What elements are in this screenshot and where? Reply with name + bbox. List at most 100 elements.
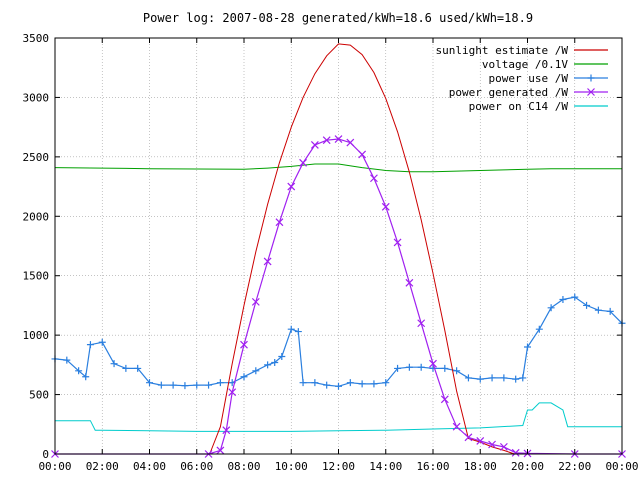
cross-marker — [464, 433, 473, 442]
x-tick-label: 18:00 — [464, 460, 497, 473]
plus-marker — [63, 356, 71, 364]
series-power-on-c14-w — [55, 402, 622, 432]
plus-marker — [205, 381, 213, 389]
plus-marker — [559, 295, 567, 303]
series-power-use-w-point — [441, 364, 449, 372]
cross-marker — [310, 141, 319, 149]
series-power-generated-w-point — [263, 257, 272, 266]
series-power-use-w-point — [134, 364, 142, 372]
plus-marker — [181, 382, 189, 390]
cross-marker — [299, 158, 307, 167]
legend-item: power on C14 /W — [469, 100, 608, 113]
y-tick-label: 2000 — [23, 210, 50, 223]
legend-label: power use /W — [489, 72, 569, 85]
series-power-generated-w-point — [476, 437, 485, 445]
legend-plus-marker — [587, 74, 595, 82]
x-tick-label: 14:00 — [369, 460, 402, 473]
series-power-use-w-point — [335, 382, 342, 390]
series-power-generated-w-point — [334, 135, 343, 143]
plus-marker — [453, 367, 461, 375]
plus-marker — [519, 374, 527, 382]
series-power-use-w-point — [193, 381, 201, 389]
cross-marker — [275, 218, 284, 227]
series-power-generated-w-point — [511, 448, 520, 457]
series-power-generated-w-point — [452, 422, 461, 431]
plus-marker — [594, 306, 602, 314]
plus-marker — [252, 367, 260, 375]
series-power-generated-w-point — [216, 446, 225, 455]
x-tick-label: 20:00 — [511, 460, 544, 473]
cross-marker — [488, 440, 496, 449]
series-power-use-w-point — [287, 325, 295, 333]
series-power-use-w-point — [86, 341, 94, 349]
cross-marker — [263, 257, 272, 266]
series-power-use-w-point — [240, 373, 248, 381]
legend-label: power generated /W — [449, 86, 569, 99]
cross-marker — [334, 135, 343, 143]
x-tick-label: 02:00 — [86, 460, 119, 473]
legend-item: voltage /0.1V — [482, 58, 608, 71]
series-power-use-w-point — [382, 379, 390, 387]
series-power-generated-w-point — [222, 426, 231, 435]
plus-marker — [394, 364, 402, 372]
series-power-use-w-point — [346, 379, 354, 387]
plus-marker — [294, 328, 302, 336]
cross-marker — [228, 388, 237, 397]
legend-item: power generated /W — [449, 86, 608, 99]
legend-cross-marker — [587, 88, 595, 96]
series-power-use-w-point — [110, 360, 118, 368]
cross-marker — [429, 359, 437, 368]
plus-marker — [311, 379, 319, 387]
axis-ticks: 00:00 02:00 04:00 06:00 08:00 10:00 12:00 14:00… — [23, 32, 639, 473]
cross-marker — [417, 319, 426, 328]
series-sunlight-estimate-w-line — [209, 43, 515, 455]
cross-marker — [346, 138, 355, 147]
series-power-use-w — [51, 293, 626, 390]
series-power-use-w-point — [311, 379, 319, 387]
cross-marker — [222, 426, 231, 435]
series-power-use-w-point — [370, 380, 378, 388]
cross-marker — [251, 297, 260, 306]
plus-marker — [476, 375, 484, 383]
series-power-generated-w-point — [251, 297, 260, 306]
series-power-use-w-point — [264, 361, 272, 369]
series-power-use-w-point — [535, 325, 543, 333]
cross-marker — [452, 422, 461, 431]
series-power-use-w-point — [252, 367, 260, 375]
series-power-generated-w-point — [310, 141, 319, 149]
series-power-generated-w-point — [358, 150, 367, 159]
plus-marker — [323, 381, 331, 389]
series-power-use-w-point — [547, 304, 555, 312]
x-tick-label: 16:00 — [416, 460, 449, 473]
legend-label: voltage /0.1V — [482, 58, 568, 71]
y-tick-label: 3000 — [23, 91, 50, 104]
plus-marker — [571, 293, 579, 301]
plus-marker — [488, 374, 496, 382]
cross-marker — [240, 340, 248, 349]
y-tick-label: 1000 — [23, 329, 50, 342]
series-power-use-w-point — [122, 364, 130, 372]
series-power-generated-w-point — [488, 440, 496, 449]
series-power-use-w-point — [157, 381, 165, 389]
cross-marker — [287, 182, 296, 191]
series-power-generated-w-point — [440, 395, 449, 404]
series-power-use-w-point — [417, 363, 425, 371]
x-tick-label: 04:00 — [133, 460, 166, 473]
series-power-generated-w-point — [322, 136, 331, 145]
chart-title: Power log: 2007-08-28 generated/kWh=18.6… — [143, 11, 533, 25]
x-tick-label: 00:00 — [38, 460, 71, 473]
plus-marker — [500, 374, 508, 382]
cross-marker — [358, 150, 367, 159]
cross-marker — [499, 442, 508, 451]
series-power-use-w-point — [571, 293, 579, 301]
y-tick-label: 0 — [42, 448, 49, 461]
legend-item: power use /W — [489, 72, 608, 85]
plus-marker — [547, 304, 555, 312]
plus-marker — [606, 307, 614, 315]
plus-marker — [512, 375, 520, 383]
series-power-use-w-point — [500, 374, 508, 382]
series-power-generated-w-point — [393, 238, 402, 247]
plus-marker — [535, 325, 543, 333]
series-power-use-w-point — [358, 380, 366, 388]
plus-marker — [264, 361, 272, 369]
